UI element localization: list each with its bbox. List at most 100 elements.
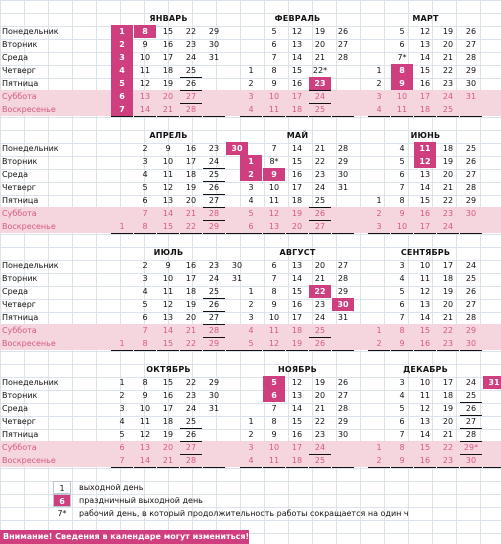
day-cell [368, 25, 390, 38]
day-cell: 10 [396, 92, 408, 101]
day-cell: 3 [142, 274, 148, 283]
day-cell: 31 [208, 53, 220, 62]
day-cell: 24 [442, 92, 454, 101]
day-cell: 26 [337, 27, 349, 36]
day-name: Пятница [2, 313, 39, 322]
day-cell: 6 [399, 417, 405, 426]
day-cell [368, 428, 390, 441]
day-cell: 19 [442, 404, 454, 413]
day-cell [368, 181, 390, 194]
day-cell [332, 64, 354, 77]
day-cell: 6 [240, 220, 262, 234]
day-name: Суббота [2, 92, 37, 101]
day-cell: 1 [240, 155, 262, 168]
day-cell: 12 [419, 287, 431, 296]
day-cell: 7 [142, 326, 148, 335]
day-cell: 22 [180, 220, 202, 234]
day-cell: 17 [162, 404, 174, 413]
day-cell [240, 142, 262, 155]
day-cell: 26 [309, 207, 331, 221]
day-cell: 27 [180, 90, 202, 104]
day-cell: 3 [111, 51, 133, 64]
day-cell: 27 [203, 194, 225, 208]
day-cell: 4 [142, 170, 148, 179]
day-cell: 7 [271, 144, 277, 153]
day-cell [368, 155, 390, 168]
day-cell: 16 [291, 170, 303, 179]
day-cell: 27 [465, 300, 477, 309]
day-cell: 7 [271, 53, 277, 62]
day-cell: 19 [185, 300, 197, 309]
day-cell: 24 [314, 313, 326, 322]
day-cell: 23 [314, 170, 326, 179]
day-cell: 26 [203, 181, 225, 195]
day-cell: 25 [309, 454, 331, 468]
day-cell: 23 [208, 261, 220, 270]
day-cell: 25 [180, 64, 202, 78]
day-cell: 31 [208, 404, 220, 413]
day-cell: 7 [271, 404, 277, 413]
day-cell: 27 [465, 40, 477, 49]
day-cell: 1 [111, 25, 133, 38]
day-cell: 18 [291, 196, 303, 205]
day-cell: 27 [337, 261, 349, 270]
day-cell [226, 337, 248, 351]
day-cell: 3 [142, 157, 148, 166]
day-cell: 4 [142, 287, 148, 296]
day-cell: 28 [337, 144, 349, 153]
day-cell [203, 415, 225, 428]
day-cell: 4 [248, 326, 254, 335]
day-cell: 20 [185, 313, 197, 322]
day-cell: 21 [157, 454, 179, 468]
day-cell: 16 [162, 40, 174, 49]
day-cell: 30 [226, 142, 248, 155]
day-cell: 15 [419, 196, 431, 205]
day-name: Пятница [2, 79, 39, 88]
day-cell: 3 [248, 183, 254, 192]
day-cell: 26 [465, 287, 477, 296]
day-cell: 6 [399, 170, 405, 179]
day-cell: 3 [248, 443, 254, 452]
day-cell [332, 103, 354, 117]
day-cell: 12 [268, 209, 280, 218]
day-cell: 12 [419, 404, 431, 413]
day-cell [368, 415, 390, 428]
day-cell: 18 [286, 103, 308, 117]
day-cell [460, 103, 482, 117]
day-cell: 16 [185, 261, 197, 270]
day-cell: 13 [419, 170, 431, 179]
month-title: НОЯБРЬ [278, 365, 317, 374]
day-cell [483, 402, 501, 415]
day-cell: 28 [465, 313, 477, 322]
day-cell: 9 [142, 40, 148, 49]
day-cell [368, 272, 390, 285]
day-cell [240, 51, 262, 64]
day-cell: 5 [111, 77, 133, 90]
day-cell: 30 [337, 170, 349, 179]
day-cell [368, 298, 390, 311]
day-cell: 15 [291, 66, 303, 75]
day-cell: 27 [309, 220, 331, 234]
day-cell [368, 285, 390, 298]
day-cell: 14 [162, 209, 174, 218]
day-cell: 2 [368, 454, 390, 468]
day-cell: 1 [376, 443, 382, 452]
day-cell [203, 103, 225, 117]
weekend-stripe-sat [0, 441, 501, 454]
day-cell: 31 [231, 274, 243, 283]
day-cell: 22 [309, 285, 331, 298]
day-cell: 4 [240, 103, 262, 117]
day-cell: 5 [399, 404, 405, 413]
day-cell: 13 [419, 40, 431, 49]
day-cell: 11 [162, 170, 174, 179]
day-cell: 29 [465, 66, 477, 75]
month-title: ДЕКАБРЬ [403, 365, 448, 374]
day-cell: 5 [399, 157, 405, 166]
day-cell: 30 [208, 391, 220, 400]
day-cell: 14 [291, 404, 303, 413]
day-cell [111, 298, 133, 311]
day-cell: 5 [399, 287, 405, 296]
day-cell: 18 [442, 274, 454, 283]
day-cell [368, 168, 390, 181]
day-cell: 18 [442, 144, 454, 153]
